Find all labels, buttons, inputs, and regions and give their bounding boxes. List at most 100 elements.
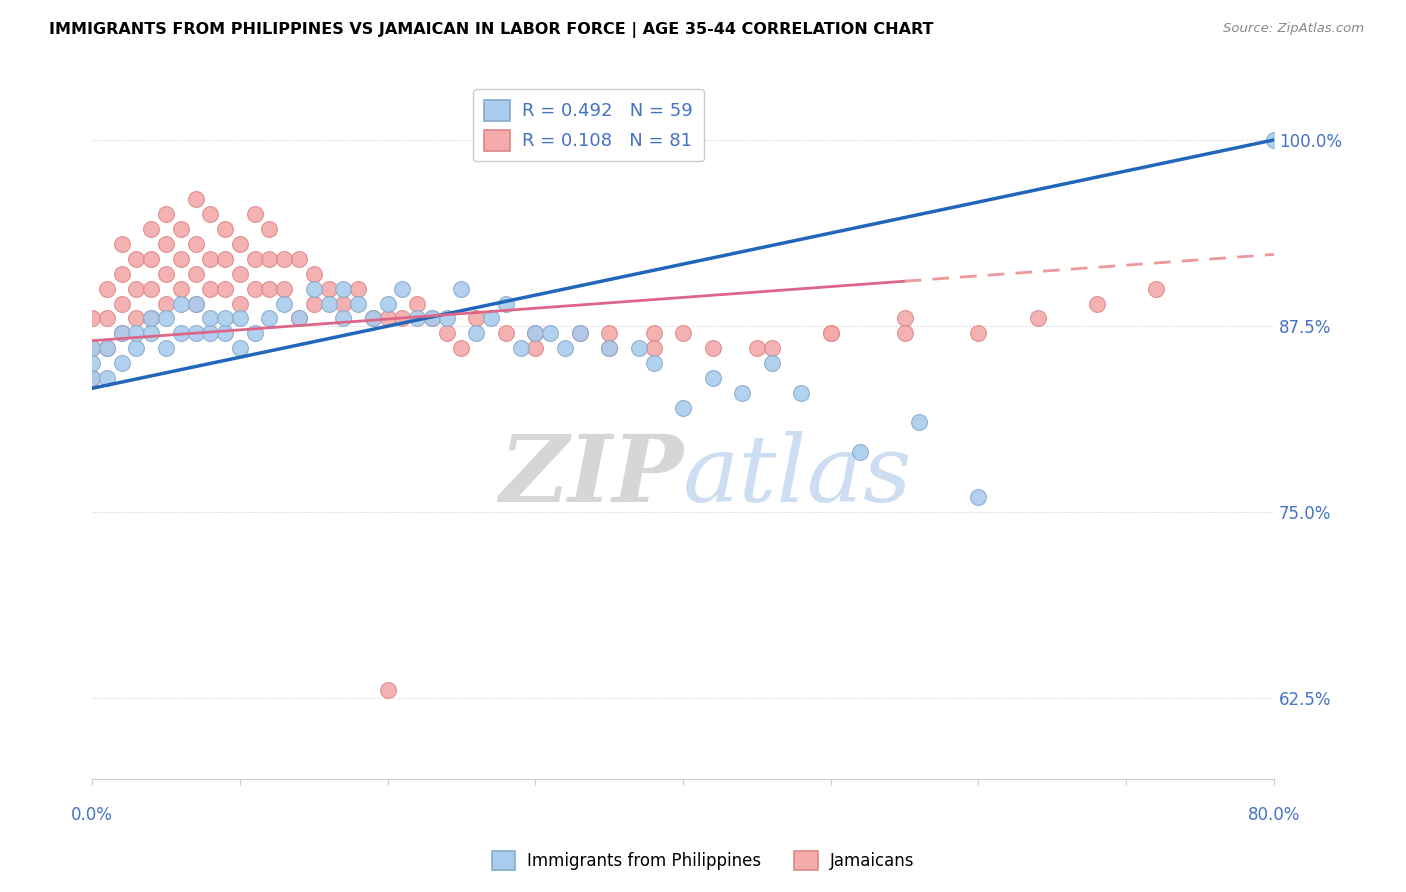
Point [347,282,370,296]
Point [170,296,193,310]
Point [568,326,591,341]
Point [200,326,222,341]
Point [155,341,177,355]
Point [214,311,236,326]
Point [141,222,163,236]
Point [243,252,266,266]
Point [288,311,311,326]
Point [96,371,118,385]
Point [111,267,134,281]
Point [96,311,118,326]
Point [273,282,295,296]
Point [229,311,252,326]
Point [184,193,207,207]
Point [184,296,207,310]
Point [82,341,104,355]
Point [391,311,413,326]
Point [214,252,236,266]
Point [332,311,354,326]
Point [141,311,163,326]
Text: IMMIGRANTS FROM PHILIPPINES VS JAMAICAN IN LABOR FORCE | AGE 35-44 CORRELATION C: IMMIGRANTS FROM PHILIPPINES VS JAMAICAN … [49,22,934,38]
Point [82,371,104,385]
Point [82,356,104,370]
Point [893,326,915,341]
Point [524,326,547,341]
Point [96,341,118,355]
Point [155,237,177,252]
Point [554,341,576,355]
Point [731,385,754,400]
Point [141,326,163,341]
Point [450,341,472,355]
Point [893,311,915,326]
Point [361,311,384,326]
Point [243,326,266,341]
Point [361,311,384,326]
Point [259,311,281,326]
Point [259,252,281,266]
Point [170,282,193,296]
Point [332,282,354,296]
Point [141,252,163,266]
Point [111,237,134,252]
Point [849,445,872,459]
Point [170,326,193,341]
Point [495,296,517,310]
Point [790,385,813,400]
Point [761,341,783,355]
Point [200,207,222,221]
Point [214,222,236,236]
Point [745,341,768,355]
Point [155,311,177,326]
Point [465,311,488,326]
Point [347,296,370,310]
Point [229,237,252,252]
Point [229,296,252,310]
Point [125,311,148,326]
Point [288,252,311,266]
Point [243,282,266,296]
Point [111,326,134,341]
Point [1263,133,1285,147]
Point [820,326,842,341]
Point [125,252,148,266]
Point [643,326,665,341]
Point [524,341,547,355]
Point [155,296,177,310]
Point [259,222,281,236]
Point [288,311,311,326]
Point [672,326,695,341]
Point [259,282,281,296]
Point [391,282,413,296]
Point [273,296,295,310]
Point [170,222,193,236]
Point [377,683,399,698]
Point [479,311,502,326]
Point [96,341,118,355]
Text: ZIP: ZIP [499,431,683,521]
Point [200,252,222,266]
Point [141,311,163,326]
Point [125,341,148,355]
Point [155,267,177,281]
Point [908,416,931,430]
Point [509,341,531,355]
Point [420,311,443,326]
Point [702,341,724,355]
Point [184,296,207,310]
Point [229,341,252,355]
Point [598,326,620,341]
Point [436,326,458,341]
Point [332,296,354,310]
Point [170,252,193,266]
Point [598,341,620,355]
Text: Source: ZipAtlas.com: Source: ZipAtlas.com [1223,22,1364,36]
Point [1026,311,1049,326]
Point [125,282,148,296]
Point [318,282,340,296]
Point [627,341,650,355]
Text: atlas: atlas [683,431,912,521]
Text: 80.0%: 80.0% [1247,806,1301,824]
Point [465,326,488,341]
Point [200,282,222,296]
